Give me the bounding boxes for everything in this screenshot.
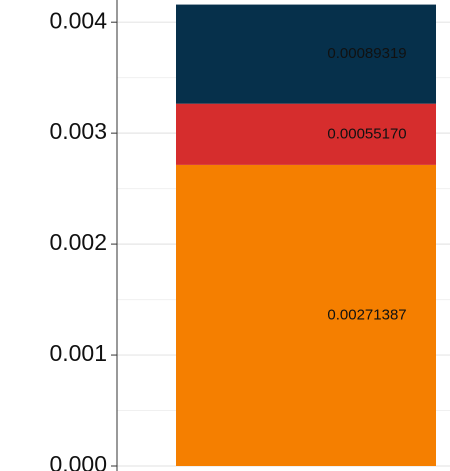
bar-segment — [176, 4, 436, 104]
y-tick-label: 0.002 — [49, 229, 107, 255]
y-tick-label: 0.001 — [49, 340, 107, 366]
data-label: 0.00055170 — [327, 125, 406, 142]
y-tick-label: 0.004 — [49, 7, 107, 33]
y-tick-label: 0.000 — [49, 451, 107, 471]
data-label: 0.00271387 — [327, 306, 406, 323]
y-tick-label: 0.003 — [49, 118, 107, 144]
bar-segment — [176, 103, 436, 165]
bar-segment — [176, 164, 436, 467]
data-label: 0.00089319 — [327, 45, 406, 62]
